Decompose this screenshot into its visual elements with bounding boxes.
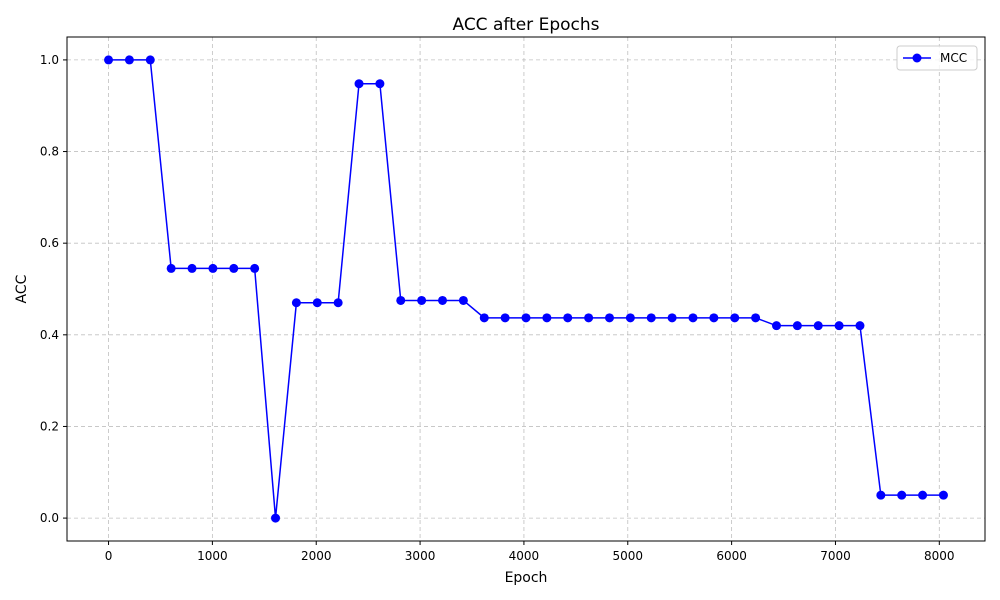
grid (67, 37, 985, 541)
y-tick-label: 0.6 (40, 236, 59, 250)
data-point (417, 295, 427, 305)
data-point (625, 313, 635, 323)
plot-frame (66, 36, 986, 542)
data-point (208, 263, 218, 273)
data-point (458, 295, 468, 305)
data-point (688, 313, 698, 323)
y-tick-label: 0.0 (40, 511, 59, 525)
data-point (333, 298, 343, 308)
data-point (646, 313, 656, 323)
data-point (563, 313, 573, 323)
data-point (521, 313, 531, 323)
data-point (312, 298, 322, 308)
series-line-mcc (108, 59, 944, 519)
data-point (730, 313, 740, 323)
series-layer (104, 55, 948, 523)
legend: MCC (896, 45, 978, 71)
legend-label: MCC (940, 51, 967, 65)
chart-title: ACC after Epochs (452, 15, 599, 35)
data-point (271, 513, 281, 523)
x-tick-label: 7000 (820, 549, 851, 563)
data-point (166, 263, 176, 273)
data-point (876, 490, 886, 500)
data-point (291, 298, 301, 308)
data-point (751, 313, 761, 323)
data-point (500, 313, 510, 323)
x-tick-label: 8000 (924, 549, 955, 563)
data-point (375, 79, 385, 89)
data-point (792, 321, 802, 331)
data-point (124, 55, 134, 65)
data-point (104, 55, 114, 65)
data-point (229, 263, 239, 273)
data-point (938, 490, 948, 500)
data-point (479, 313, 489, 323)
x-tick-label: 6000 (716, 549, 747, 563)
data-point (542, 313, 552, 323)
y-tick-label: 1.0 (40, 53, 59, 67)
y-axis: 0.0 0.2 0.4 0.6 0.8 1.0 (40, 53, 67, 525)
x-tick-label: 5000 (612, 549, 643, 563)
legend-point-marker (912, 53, 922, 63)
y-tick-label: 0.2 (40, 419, 59, 433)
data-point (438, 295, 448, 305)
data-point (897, 490, 907, 500)
x-axis-label: Epoch (505, 570, 548, 586)
data-point (396, 295, 406, 305)
data-point (855, 321, 865, 331)
data-point (604, 313, 614, 323)
data-point (187, 263, 197, 273)
data-point (250, 263, 260, 273)
y-tick-label: 0.4 (40, 328, 59, 342)
x-tick-label: 1000 (197, 549, 228, 563)
data-point (145, 55, 155, 65)
data-point (813, 321, 823, 331)
y-tick-label: 0.8 (40, 145, 59, 159)
x-tick-label: 3000 (405, 549, 436, 563)
data-point (918, 490, 928, 500)
x-axis: 0 1000 2000 3000 4000 5000 6000 7000 8000 (105, 541, 955, 563)
data-point (834, 321, 844, 331)
x-tick-label: 0 (105, 549, 113, 563)
y-axis-label: ACC (14, 274, 30, 303)
data-point (584, 313, 594, 323)
data-point (709, 313, 719, 323)
x-tick-label: 4000 (509, 549, 540, 563)
data-point (771, 321, 781, 331)
data-point (667, 313, 677, 323)
x-tick-label: 2000 (301, 549, 332, 563)
data-point (354, 79, 364, 89)
legend-box (896, 45, 978, 71)
